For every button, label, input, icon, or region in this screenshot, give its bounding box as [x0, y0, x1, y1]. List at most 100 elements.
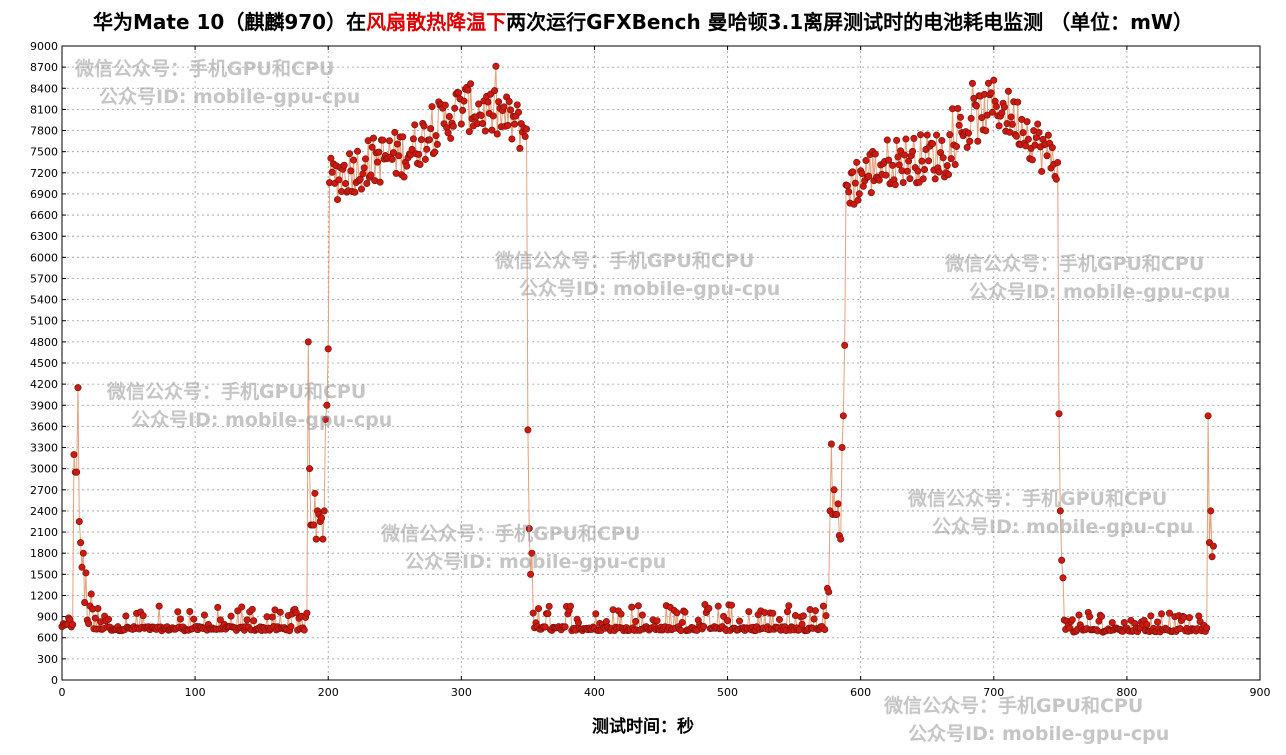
- data-point: [292, 609, 300, 617]
- data-point: [515, 108, 523, 116]
- data-point: [988, 108, 996, 116]
- data-point: [574, 619, 582, 627]
- data-point: [155, 602, 163, 610]
- data-point: [459, 106, 467, 114]
- data-point: [1108, 619, 1116, 627]
- data-point: [1208, 553, 1216, 561]
- data-point: [81, 599, 89, 607]
- data-point: [431, 148, 439, 156]
- data-point: [327, 154, 335, 162]
- data-point: [529, 609, 537, 617]
- data-point: [821, 625, 829, 633]
- data-point: [322, 415, 330, 423]
- data-point: [561, 623, 569, 631]
- data-point: [91, 614, 99, 622]
- data-point: [1203, 624, 1211, 632]
- data-point: [87, 590, 95, 598]
- data-point: [1054, 158, 1062, 166]
- y-tick-label: 0: [51, 674, 58, 687]
- data-point: [923, 131, 931, 139]
- data-point: [845, 188, 853, 196]
- data-point: [634, 602, 642, 610]
- y-tick-label: 900: [37, 611, 58, 624]
- y-tick-label: 600: [37, 632, 58, 645]
- data-point: [481, 127, 489, 135]
- data-point: [1075, 611, 1083, 619]
- data-point: [811, 607, 819, 615]
- data-point: [379, 136, 387, 144]
- y-tick-label: 7800: [30, 125, 58, 138]
- data-point: [342, 180, 350, 188]
- y-tick-label: 1200: [30, 589, 58, 602]
- data-point: [849, 168, 857, 176]
- data-point: [444, 129, 452, 137]
- data-point: [335, 176, 343, 184]
- data-point: [368, 143, 376, 151]
- y-tick-label: 6900: [30, 188, 58, 201]
- data-point: [851, 179, 859, 187]
- data-point: [323, 401, 331, 409]
- data-point: [799, 612, 807, 620]
- data-point: [838, 444, 846, 452]
- data-point: [990, 76, 998, 84]
- data-point: [250, 617, 258, 625]
- x-tick-label: 900: [1250, 686, 1271, 699]
- x-tick-label: 800: [1116, 686, 1137, 699]
- data-point: [968, 79, 976, 87]
- data-point: [854, 196, 862, 204]
- data-point: [1204, 412, 1212, 420]
- y-tick-label: 5700: [30, 272, 58, 285]
- data-point: [432, 132, 440, 140]
- x-tick-label: 100: [185, 686, 206, 699]
- data-point: [320, 507, 328, 515]
- data-point: [894, 153, 902, 161]
- data-point: [359, 170, 367, 178]
- data-point: [906, 175, 914, 183]
- data-point: [70, 451, 78, 459]
- data-point: [361, 155, 369, 163]
- data-point: [724, 617, 732, 625]
- data-point: [433, 140, 441, 148]
- data-point: [929, 140, 937, 148]
- data-point: [819, 602, 827, 610]
- data-point: [933, 131, 941, 139]
- data-point: [94, 604, 102, 612]
- data-point: [1209, 542, 1217, 550]
- data-point: [987, 89, 995, 97]
- data-point: [465, 128, 473, 136]
- data-point: [507, 106, 515, 114]
- data-point: [535, 605, 543, 613]
- y-tick-label: 1500: [30, 568, 58, 581]
- data-point: [287, 623, 295, 631]
- data-point: [346, 150, 354, 158]
- data-point: [139, 612, 147, 620]
- data-point: [495, 98, 503, 106]
- data-point: [417, 136, 425, 144]
- data-point: [775, 616, 783, 624]
- data-point: [351, 188, 359, 196]
- data-point: [85, 620, 93, 628]
- data-point: [843, 182, 851, 190]
- data-point: [1165, 609, 1173, 617]
- data-point: [1058, 556, 1066, 564]
- data-point: [945, 170, 953, 178]
- y-tick-label: 8400: [30, 82, 58, 95]
- data-point: [830, 486, 838, 494]
- data-point: [1052, 175, 1060, 183]
- data-point: [919, 175, 927, 183]
- data-point: [464, 86, 472, 94]
- data-point: [373, 158, 381, 166]
- data-point: [720, 612, 728, 620]
- data-point: [1185, 614, 1193, 622]
- data-point: [340, 161, 348, 169]
- data-point: [455, 89, 463, 97]
- data-point: [395, 152, 403, 160]
- data-point: [889, 161, 897, 169]
- data-point: [1023, 118, 1031, 126]
- data-point: [728, 601, 736, 609]
- data-point: [227, 612, 235, 620]
- data-point: [423, 145, 431, 153]
- data-point: [82, 569, 90, 577]
- data-point: [425, 136, 433, 144]
- data-point: [451, 104, 459, 112]
